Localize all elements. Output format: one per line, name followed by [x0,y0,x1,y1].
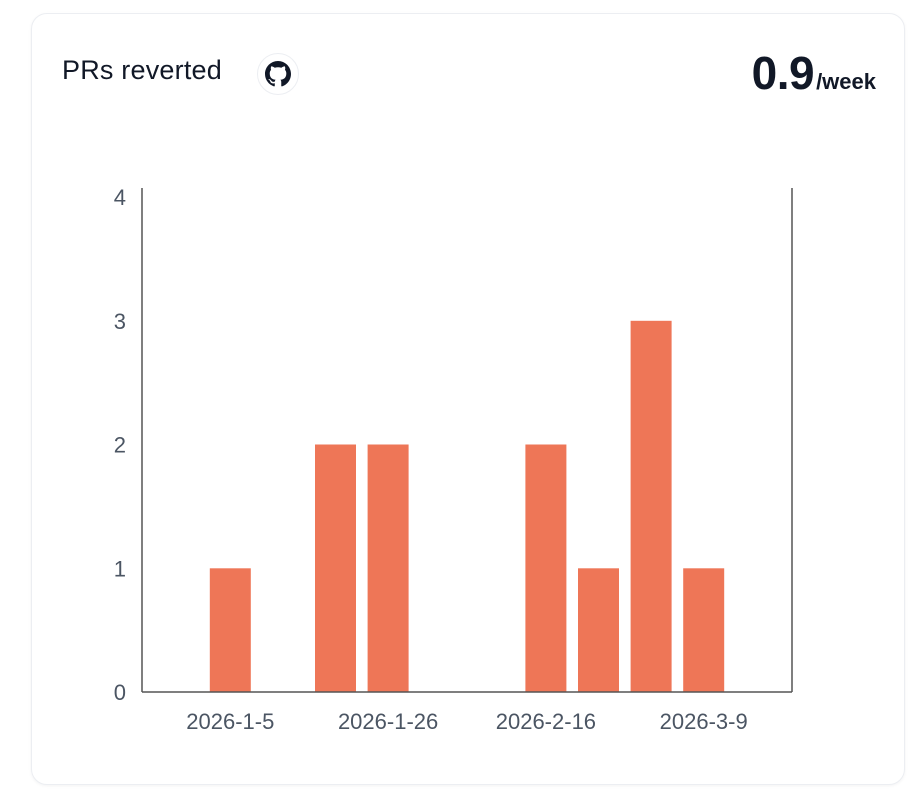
github-icon [265,61,291,87]
bar-2026-2-23 [578,568,619,693]
bar-2026-1-19 [315,444,356,692]
bar-2026-3-2 [630,320,672,693]
x-tick-label-2026-1-26: 2026-1-26 [338,709,438,734]
prs-reverted-card: PRs reverted 0.9 /week [31,13,905,785]
x-tick-label-2026-1-5: 2026-1-5 [186,709,274,734]
y-tick-label-2: 2 [114,433,126,458]
y-tick-label-4: 4 [114,185,126,210]
metric-unit: /week [816,69,876,94]
weekly-rate: 0.9 /week [752,46,876,100]
metric-value: 0.9 [751,47,815,99]
y-tick-label-1: 1 [114,556,126,581]
bar-2026-1-5 [209,568,251,693]
y-tick-label-0: 0 [114,680,126,705]
bar-2026-2-16 [525,444,567,692]
card-title: PRs reverted [62,55,222,85]
bar-2026-3-9 [683,568,725,693]
github-source-badge[interactable] [257,53,299,95]
y-tick-label-3: 3 [114,309,126,334]
x-tick-label-2026-3-9: 2026-3-9 [660,709,748,734]
bar-2026-1-26 [367,444,409,692]
x-tick-label-2026-2-16: 2026-2-16 [496,709,596,734]
